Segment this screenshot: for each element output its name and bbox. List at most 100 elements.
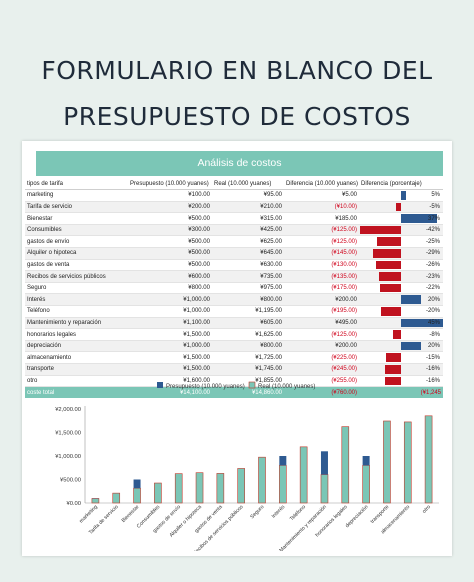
- pct-databar: [401, 214, 438, 223]
- row-pct-label: 20%: [427, 343, 440, 350]
- row-name: Recibos de servicios públicos: [25, 270, 128, 283]
- total-pct: (¥1,245: [359, 386, 443, 399]
- x-tick-label: depreciación: [344, 504, 369, 529]
- header-cell: Diferencia (10.000 yuanes): [284, 178, 359, 191]
- header-cell: Presupuesto (10.000 yuanes): [128, 178, 212, 191]
- total-row: coste total ¥14,100.00 ¥14,860.00 (¥760.00)…: [25, 386, 443, 399]
- row-budget: ¥1,500.00: [128, 363, 212, 376]
- row-real: ¥95.00: [212, 189, 284, 202]
- x-tick-label: marketing: [78, 504, 98, 524]
- row-pct-label: -42%: [425, 227, 440, 234]
- y-tick-label: ¥1,000.00: [55, 454, 81, 460]
- row-diff: ¥5.00: [284, 189, 359, 202]
- row-budget: ¥1,000.00: [128, 340, 212, 353]
- row-pct-label: -8%: [429, 331, 440, 338]
- total-name: coste total: [25, 386, 128, 399]
- row-real: ¥1,195.00: [212, 305, 284, 318]
- row-name: marketing: [25, 189, 128, 202]
- row-pct: -25%: [359, 235, 443, 249]
- row-budget: ¥1,500.00: [128, 351, 212, 364]
- bar-real: [403, 421, 412, 504]
- bar-real: [112, 492, 121, 504]
- bar-real: [362, 465, 370, 504]
- row-name: Seguro: [25, 282, 128, 295]
- row-name: depreciación: [25, 340, 128, 353]
- row-real: ¥605.00: [212, 317, 284, 330]
- row-diff: ¥200.00: [284, 293, 359, 307]
- row-pct-label: -29%: [425, 250, 440, 257]
- row-budget: ¥300.00: [128, 224, 212, 237]
- x-tick-label: otro: [421, 504, 432, 515]
- bar-real: [133, 487, 141, 504]
- bar-real: [216, 473, 225, 504]
- total-budget: ¥14,100.00: [128, 386, 212, 399]
- row-real: ¥630.00: [212, 259, 284, 272]
- row-name: Bienestar: [25, 212, 128, 225]
- row-budget: ¥200.00: [128, 201, 212, 214]
- pct-databar: [359, 225, 401, 235]
- pct-databar: [379, 283, 401, 293]
- x-tick-label: Seguro: [249, 504, 265, 520]
- row-name: gastos de envío: [25, 235, 128, 249]
- row-budget: ¥1,500.00: [128, 328, 212, 341]
- row-pct: -20%: [359, 305, 443, 318]
- row-real: ¥625.00: [212, 235, 284, 249]
- bar-real: [341, 426, 350, 504]
- row-name: Consumibles: [25, 224, 128, 237]
- table-row: Recibos de servicios públicos ¥600.00 ¥735…: [25, 270, 443, 283]
- bar-real: [91, 498, 100, 504]
- title-line-2: PRESUPUESTO DE COSTOS: [63, 102, 411, 131]
- row-pct: -15%: [359, 351, 443, 364]
- row-pct-label: -5%: [429, 203, 440, 210]
- pct-databar: [385, 376, 401, 386]
- legend-swatch-budget: [157, 382, 163, 388]
- table-row: Mantenimiento y reparación ¥1,100.00 ¥605.…: [25, 317, 443, 330]
- table-row: depreciación ¥1,000.00 ¥800.00 ¥200.00 20%: [25, 340, 443, 353]
- row-real: ¥975.00: [212, 282, 284, 295]
- row-name: honorarios legales: [25, 328, 128, 341]
- row-real: ¥1,725.00: [212, 351, 284, 364]
- row-pct-label: 37%: [427, 215, 440, 222]
- row-diff: (¥125.00): [284, 224, 359, 237]
- row-diff: (¥10.00): [284, 201, 359, 214]
- header-cell: Diferencia (porcentaje): [359, 178, 443, 191]
- bar-budget: [320, 451, 328, 475]
- row-budget: ¥1,000.00: [128, 305, 212, 318]
- row-pct: -26%: [359, 259, 443, 272]
- row-pct: -5%: [359, 201, 443, 214]
- row-pct: -16%: [359, 363, 443, 376]
- pct-databar: [393, 330, 401, 339]
- row-diff: ¥495.00: [284, 317, 359, 330]
- table-row: Alquiler o hipoteca ¥500.00 ¥645.00 (¥145.0…: [25, 247, 443, 260]
- spreadsheet-preview: Análisis de costos tipos de tarifa Presu…: [22, 141, 452, 556]
- legend-label-budget: Presupuesto (10.000 yuanes): [166, 384, 245, 390]
- row-diff: (¥145.00): [284, 247, 359, 260]
- row-name: otro: [25, 375, 128, 388]
- row-pct: -29%: [359, 247, 443, 260]
- bar-real: [237, 468, 245, 504]
- bar-real: [383, 420, 391, 504]
- x-tick-label: Teléfono: [289, 504, 307, 522]
- row-pct: 5%: [359, 189, 443, 202]
- row-budget: ¥1,000.00: [128, 293, 212, 307]
- cost-table: tipos de tarifa Presupuesto (10.000 yuan…: [25, 178, 443, 399]
- row-pct-label: 45%: [427, 319, 440, 326]
- row-name: Alquiler o hipoteca: [25, 247, 128, 260]
- y-tick-label: ¥500.00: [60, 478, 81, 484]
- row-diff: (¥125.00): [284, 328, 359, 341]
- row-diff: (¥225.00): [284, 351, 359, 364]
- row-budget: ¥100.00: [128, 189, 212, 202]
- table-row: otro ¥1,600.00 ¥1,855.00 (¥255.00) -16%: [25, 375, 443, 388]
- table-row: Teléfono ¥1,000.00 ¥1,195.00 (¥195.00) -20%: [25, 305, 443, 318]
- bar-real: [424, 415, 433, 504]
- row-diff: ¥200.00: [284, 340, 359, 353]
- row-diff: (¥255.00): [284, 375, 359, 388]
- row-pct-label: -16%: [425, 377, 440, 384]
- row-diff: (¥135.00): [284, 270, 359, 283]
- row-diff: (¥125.00): [284, 235, 359, 249]
- row-pct-label: -23%: [425, 273, 440, 280]
- total-real: ¥14,860.00: [212, 386, 284, 399]
- row-name: transporte: [25, 363, 128, 376]
- row-budget: ¥1,600.00: [128, 375, 212, 388]
- cost-bar-chart: Presupuesto (10.000 yuanes) Real (10.000 …: [55, 381, 439, 551]
